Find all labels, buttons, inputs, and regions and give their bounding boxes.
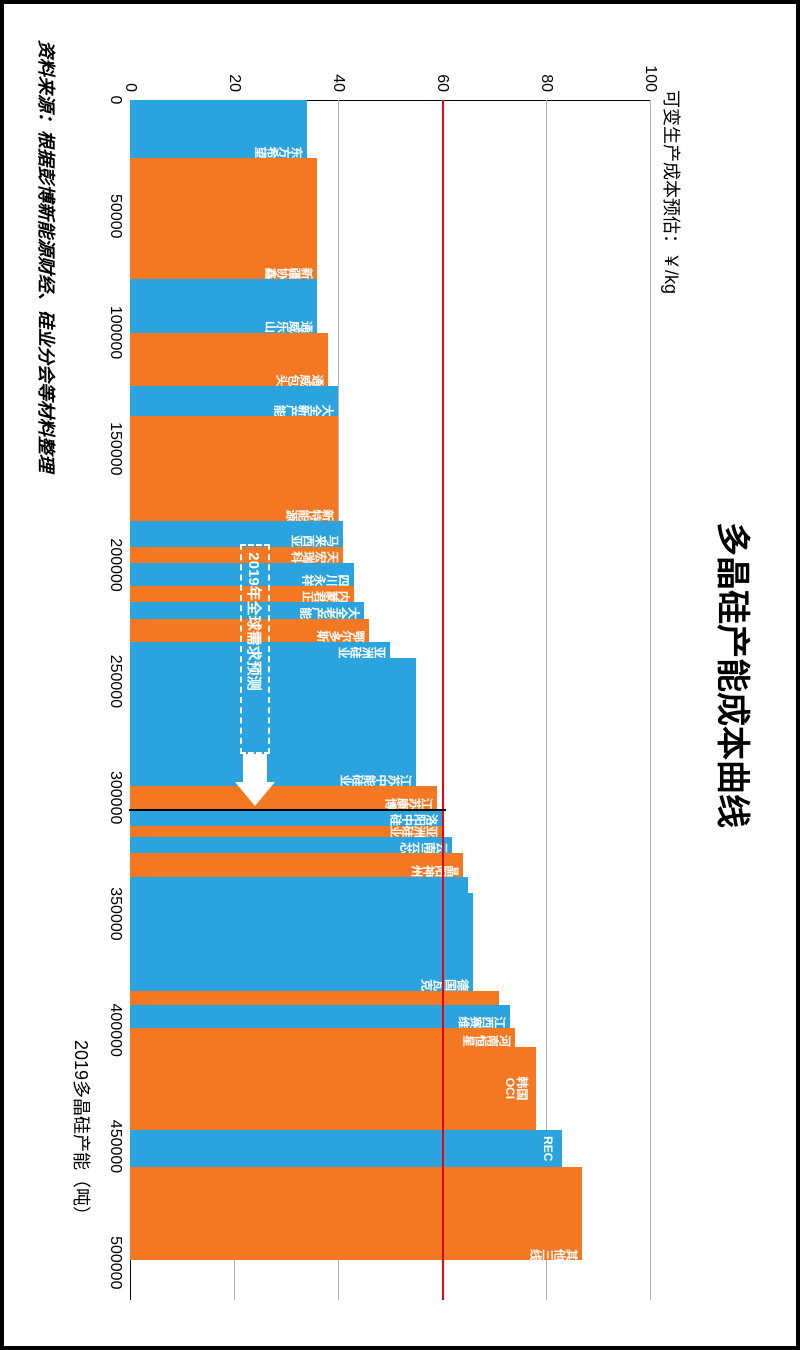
demand-arrow-head <box>235 782 275 806</box>
cost-bar <box>130 877 468 893</box>
gridline <box>650 100 651 1300</box>
xtick-label: 400000 <box>106 1004 130 1057</box>
cost-bar-label: 天宏瑞科 <box>291 546 339 562</box>
xtick-label: 150000 <box>106 422 130 475</box>
cost-bar-label: 大全新产能 <box>274 386 334 416</box>
cost-bar: 新疆协鑫 <box>130 158 317 279</box>
cost-bar: 马来西亚 <box>130 521 343 547</box>
cost-bar-label: 江苏康博 <box>385 786 433 809</box>
source-caption: 资料来源：根据彭博新能源财经、硅业分会等材料整理 <box>34 40 60 472</box>
cost-bar: 天宏瑞科 <box>130 547 343 563</box>
demand-arrow-shaft <box>243 754 267 782</box>
xtick-label: 450000 <box>106 1120 130 1173</box>
cost-bar-label: 亚洲硅业 <box>338 642 386 658</box>
chart-title: 多晶硅产能成本曲线 <box>711 0 760 1350</box>
gridline <box>546 100 547 1300</box>
xtick-label: 250000 <box>106 655 130 708</box>
cost-bar: 江苏中能硅业 <box>130 658 416 786</box>
cost-bar-label: 韩国OCI <box>504 1047 528 1131</box>
price-reference-line <box>442 100 444 1300</box>
xtick-label: 350000 <box>106 887 130 940</box>
demand-marker-line <box>129 809 446 811</box>
cost-bar-label: 亚洲硅业 <box>390 826 438 838</box>
chart-canvas: 多晶硅产能成本曲线 可变生产成本预估：￥/kg 0204060801000500… <box>0 0 800 1350</box>
cost-bar-label: 德国瓦克 <box>421 893 469 991</box>
cost-bar: 江西赛维 <box>130 1005 510 1028</box>
cost-bar-label: REC <box>542 1130 554 1167</box>
cost-bar: 其他三线 <box>130 1167 582 1260</box>
cost-bar-label: 内蒙君正 <box>302 586 350 602</box>
demand-label-box: 2019年全球需求预测 <box>240 544 270 754</box>
cost-bar: 洛阳中硅 <box>130 809 442 825</box>
cost-bar: 大全新产能 <box>130 386 338 416</box>
cost-bar: 通威乐山 <box>130 279 317 332</box>
ytick-label: 20 <box>225 74 243 100</box>
cost-bar: 东方希望 <box>130 100 307 158</box>
cost-bar: 通威包头 <box>130 333 328 386</box>
cost-bar-label: 鄂尔多斯 <box>317 619 365 642</box>
y-axis-label: 可变生产成本预估：￥/kg <box>659 90 685 294</box>
x-axis-label: 2019多晶硅产能（吨） <box>69 1040 95 1224</box>
cost-bar: 晶阳神州 <box>130 853 463 876</box>
cost-bar: 云南云芯 <box>130 837 452 853</box>
xtick-label: 0 <box>106 96 130 105</box>
cost-bar-label: 洛阳中硅 <box>390 809 438 825</box>
cost-bar-label: 通威包头 <box>276 333 324 386</box>
cost-bar: 河南恒星 <box>130 1028 515 1047</box>
cost-bar-label: 四川永祥 <box>302 563 350 586</box>
cost-bar-label: 东方希望 <box>255 100 303 158</box>
xtick-label: 500000 <box>106 1236 130 1289</box>
ytick-label: 60 <box>433 74 451 100</box>
xtick-label: 300000 <box>106 771 130 824</box>
cost-bar-label: 新特能源 <box>286 416 334 521</box>
cost-bar-label: 晶阳神州 <box>411 853 459 876</box>
cost-bar-label: 通威乐山 <box>265 279 313 332</box>
cost-bar: 新特能源 <box>130 416 338 521</box>
ytick-label: 40 <box>329 74 347 100</box>
cost-bar: 江苏康博 <box>130 786 437 809</box>
cost-bar-label: 其他三线 <box>530 1167 578 1260</box>
cost-bar-label: 马来西亚 <box>291 521 339 547</box>
cost-bar-label: 大全老产能 <box>300 602 360 618</box>
cost-bar: 德国瓦克 <box>130 893 473 991</box>
cost-bar-label: 新疆协鑫 <box>265 158 313 279</box>
cost-bar: 韩国OCI <box>130 1047 536 1131</box>
cost-bar: REC <box>130 1130 562 1167</box>
ytick-label: 100 <box>641 65 659 100</box>
xtick-label: 50000 <box>106 194 130 239</box>
xtick-label: 200000 <box>106 538 130 591</box>
plot-area: 0204060801000500001000001500002000002500… <box>130 100 650 1300</box>
cost-bar: 亚洲硅业 <box>130 826 442 838</box>
cost-bar-label: 江苏中能硅业 <box>340 658 412 786</box>
xtick-label: 100000 <box>106 306 130 359</box>
cost-bar-label: 江西赛维 <box>458 1005 506 1028</box>
ytick-label: 80 <box>537 74 555 100</box>
cost-bar-label: 河南恒星 <box>463 1028 511 1047</box>
